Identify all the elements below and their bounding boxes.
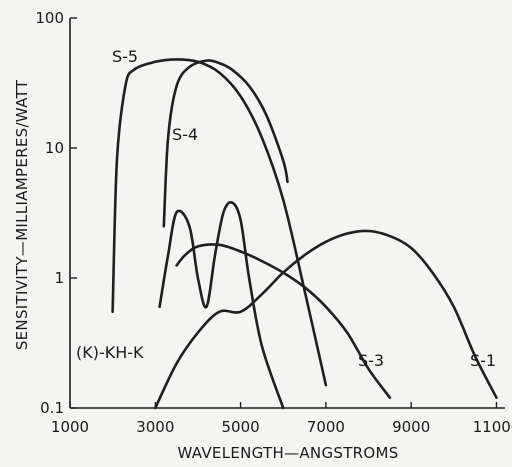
- series-curve-s-3: [175, 243, 392, 399]
- series-label-k-kh-k: (K)-KH-K: [76, 343, 144, 362]
- y-tick-label: 1: [54, 269, 64, 287]
- series-label-s-3: S-3: [358, 351, 384, 370]
- series-curves: [111, 58, 498, 410]
- x-axis-title: WAVELENGTH—ANGSTROMS: [177, 444, 398, 462]
- series-curve-s-1: [154, 229, 498, 410]
- y-tick-label: 100: [35, 9, 64, 27]
- series-curve-k-kh-k: [158, 201, 285, 410]
- series-curve-s-4: [162, 59, 289, 228]
- y-tick-label: 10: [45, 139, 64, 157]
- series-label-s-4: S-4: [172, 125, 198, 144]
- x-tick-label: 7000: [307, 418, 345, 436]
- x-tick-label: 5000: [221, 418, 259, 436]
- series-curve-s-5: [111, 58, 328, 387]
- x-tick-label: 9000: [392, 418, 430, 436]
- series-label-s-1: S-1: [470, 351, 496, 370]
- y-tick-label: 0.1: [40, 399, 64, 417]
- series-label-s-5: S-5: [112, 47, 138, 66]
- x-tick-label: 1000: [51, 418, 89, 436]
- x-tick-label: 3000: [136, 418, 174, 436]
- axes: [69, 18, 505, 409]
- y-axis-title: SENSITIVITY—MILLIAMPERES/WATT: [13, 79, 31, 350]
- series-labels: S-5 S-4 (K)-KH-K S-3 S-1: [76, 47, 496, 370]
